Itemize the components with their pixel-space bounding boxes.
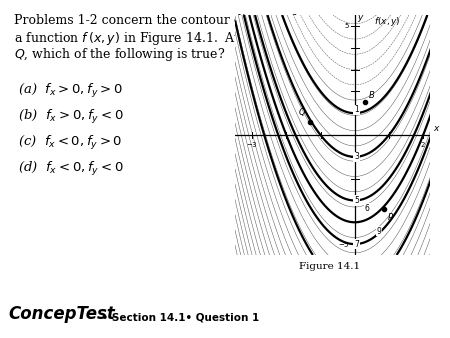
Text: $y$: $y$ — [357, 13, 365, 24]
Text: $P$: $P$ — [387, 211, 394, 222]
Text: 7: 7 — [354, 240, 359, 248]
Text: $x$: $x$ — [433, 124, 441, 133]
Text: $-3$: $-3$ — [246, 141, 258, 149]
Text: 6: 6 — [364, 203, 369, 213]
Text: 9: 9 — [376, 226, 381, 236]
Text: Figure 14.1: Figure 14.1 — [299, 262, 360, 271]
Text: a function $f\,(x, y)$ in Figure 14.1.  At the point: a function $f\,(x, y)$ in Figure 14.1. A… — [14, 30, 302, 47]
Text: (c)  $f_x < 0, f_y > 0$: (c) $f_x < 0, f_y > 0$ — [18, 134, 122, 152]
Text: ConcepTest: ConcepTest — [8, 305, 115, 323]
Text: $Q$, which of the following is true?: $Q$, which of the following is true? — [14, 46, 225, 63]
Text: $Q$: $Q$ — [298, 105, 306, 118]
Text: (b)  $f_x > 0, f_y < 0$: (b) $f_x > 0, f_y < 0$ — [18, 108, 123, 126]
Text: $f(x, y)$: $f(x, y)$ — [374, 15, 400, 28]
Text: 5: 5 — [354, 196, 359, 205]
Text: $-5$: $-5$ — [338, 240, 350, 248]
Text: $B$: $B$ — [369, 89, 376, 100]
Text: $5$: $5$ — [344, 21, 350, 30]
Text: 3: 3 — [354, 152, 359, 161]
Text: 1: 1 — [354, 105, 359, 114]
Text: $2$: $2$ — [420, 141, 426, 149]
Text: (d)  $f_x < 0, f_y < 0$: (d) $f_x < 0, f_y < 0$ — [18, 160, 123, 178]
Text: Problems 1-2 concern the contour diagram for: Problems 1-2 concern the contour diagram… — [14, 14, 309, 27]
Text: (a)  $f_x > 0, f_y > 0$: (a) $f_x > 0, f_y > 0$ — [18, 82, 123, 100]
Text: • Section 14.1• Question 1: • Section 14.1• Question 1 — [98, 313, 259, 323]
